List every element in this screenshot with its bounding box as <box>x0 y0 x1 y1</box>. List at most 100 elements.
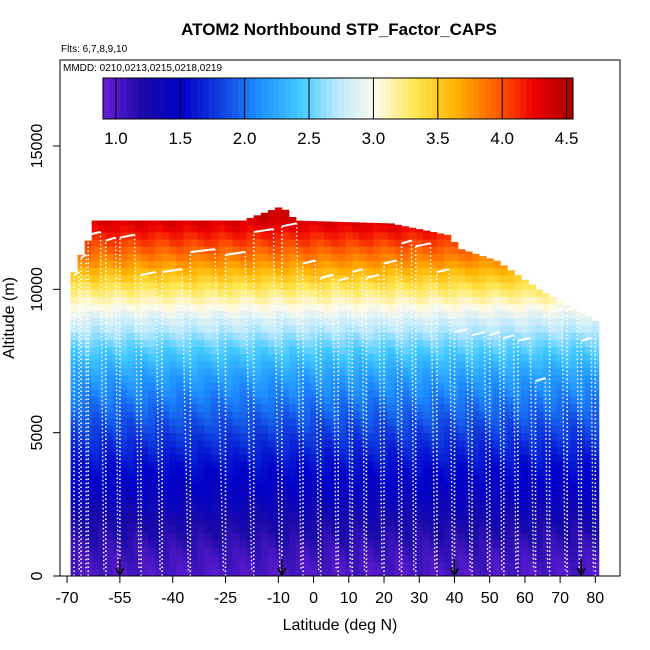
heatmap-cell <box>345 396 353 405</box>
heatmap-cell <box>465 389 473 398</box>
heatmap-cell <box>112 482 121 491</box>
heatmap-cell <box>591 490 600 498</box>
heatmap-cell <box>317 454 325 462</box>
heatmap-cell <box>387 296 395 305</box>
heatmap-cell <box>169 246 177 254</box>
heatmap-cell <box>119 253 128 262</box>
heatmap-cell <box>570 353 579 362</box>
heatmap-cell <box>310 221 318 226</box>
heatmap-cell <box>303 389 311 398</box>
heatmap-cell <box>176 289 184 297</box>
heatmap-cell <box>500 332 508 340</box>
heatmap-cell <box>148 232 156 240</box>
heatmap-cell <box>514 504 522 512</box>
heatmap-cell <box>345 568 353 577</box>
heatmap-cell <box>162 224 170 233</box>
heatmap-cell <box>563 468 572 477</box>
heatmap-cell <box>204 475 212 484</box>
heatmap-cell <box>84 518 93 527</box>
heatmap-cell <box>225 296 233 305</box>
heatmap-cell <box>246 432 255 441</box>
heatmap-cell <box>479 382 487 391</box>
heatmap-cell <box>197 260 205 269</box>
heatmap-cell <box>126 361 135 369</box>
colorbar-swatch <box>379 78 386 119</box>
heatmap-cell <box>239 339 248 348</box>
heatmap-cell <box>183 339 191 348</box>
heatmap-cell <box>521 318 529 326</box>
heatmap-cell <box>141 518 149 527</box>
heatmap-cell <box>303 425 311 434</box>
heatmap-cell <box>465 540 473 548</box>
heatmap-cell <box>232 346 241 355</box>
heatmap-cell <box>98 253 107 262</box>
ground-arrow-head <box>277 567 287 577</box>
heatmap-cell <box>148 504 156 512</box>
heatmap-cell <box>345 267 353 276</box>
heatmap-cell <box>549 561 557 570</box>
heatmap-cell <box>232 332 241 340</box>
heatmap-cell <box>211 490 219 498</box>
heatmap-cell <box>415 361 424 369</box>
heatmap-cell <box>472 396 480 405</box>
heatmap-cell <box>176 568 184 577</box>
heatmap-cell <box>443 454 452 462</box>
heatmap-cell <box>148 454 156 462</box>
heatmap-cell <box>493 540 501 548</box>
heatmap-cell <box>260 432 269 441</box>
heatmap-cell <box>169 382 177 391</box>
flight-profile-level-leg <box>80 253 87 259</box>
heatmap-cell <box>218 346 226 355</box>
heatmap-cell <box>373 432 381 441</box>
heatmap-cell <box>91 447 100 455</box>
heatmap-cell <box>479 411 487 419</box>
heatmap-cell <box>345 468 353 477</box>
heatmap-cell <box>570 418 579 426</box>
heatmap-cell <box>366 382 374 391</box>
heatmap-cell <box>260 332 269 340</box>
heatmap-cell <box>274 296 283 305</box>
heatmap-cell <box>465 568 473 577</box>
heatmap-cell <box>84 454 93 462</box>
heatmap-cell <box>183 303 191 312</box>
heatmap-cell <box>521 518 529 527</box>
heatmap-cell <box>338 353 346 362</box>
heatmap-cell <box>281 454 290 462</box>
heatmap-cell <box>253 389 262 398</box>
heatmap-cell <box>584 368 593 376</box>
heatmap-cell <box>218 497 226 505</box>
heatmap-cell <box>253 468 262 477</box>
heatmap-cell <box>345 490 353 498</box>
heatmap-cell <box>260 447 269 455</box>
heatmap-cell <box>169 461 177 469</box>
heatmap-cell <box>310 325 318 333</box>
heatmap-cell <box>211 375 219 383</box>
heatmap-cell <box>105 303 114 312</box>
heatmap-cell <box>373 222 381 226</box>
heatmap-cell <box>84 318 93 326</box>
colorbar-swatch <box>291 78 298 119</box>
heatmap-cell <box>373 547 381 555</box>
heatmap-cell <box>239 461 248 469</box>
heatmap-cell <box>500 497 508 505</box>
heatmap-cell <box>387 275 395 283</box>
heatmap-cell <box>450 246 459 254</box>
heatmap-cell <box>155 318 163 326</box>
heatmap-cell <box>119 461 128 469</box>
heatmap-cell <box>373 375 381 383</box>
heatmap-cell <box>472 497 480 505</box>
heatmap-cell <box>119 353 128 362</box>
heatmap-cell <box>267 303 276 312</box>
heatmap-cell <box>211 353 219 362</box>
heatmap-cell <box>570 554 579 563</box>
heatmap-cell <box>450 282 459 290</box>
heatmap-cell <box>317 382 325 391</box>
heatmap-cell <box>387 267 395 276</box>
heatmap-cell <box>493 425 501 434</box>
heatmap-cell <box>387 332 395 340</box>
heatmap-cell <box>556 547 565 555</box>
heatmap-cell <box>70 296 79 305</box>
heatmap-cell <box>190 404 198 412</box>
heatmap-cell <box>126 454 135 462</box>
heatmap-cell <box>472 490 480 498</box>
